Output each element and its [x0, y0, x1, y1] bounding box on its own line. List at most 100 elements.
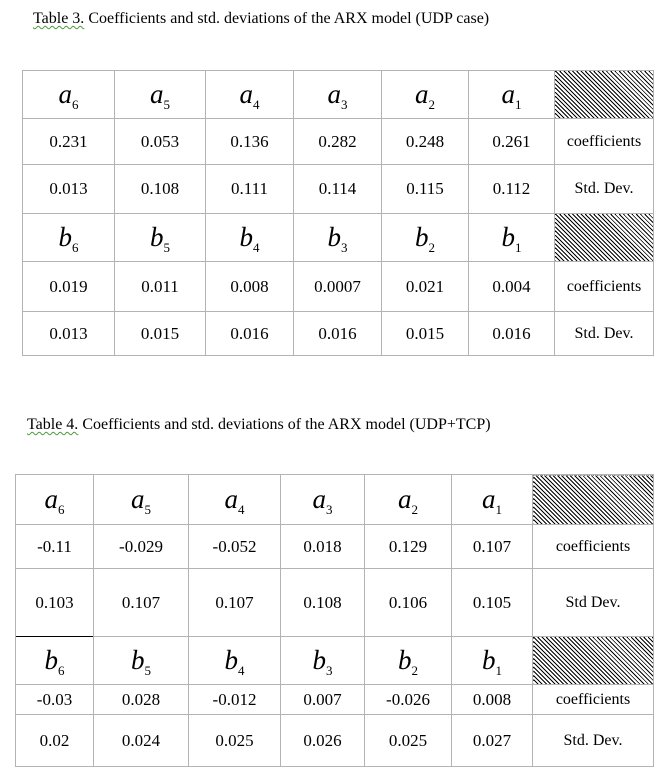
table-cell: 0.016	[468, 311, 555, 356]
coef-symbol-b5: b5	[114, 213, 206, 262]
table3: a6 a5 a4 a3 a2 a1 0.231 0.053 0.136 0.28…	[22, 70, 654, 356]
table-cell: 0.016	[293, 311, 382, 356]
table-cell: 0.107	[451, 524, 533, 569]
table3-b-coefficients-row: 0.019 0.011 0.008 0.0007 0.021 0.004 coe…	[22, 261, 654, 312]
table-cell: 0.004	[468, 261, 555, 312]
table-cell: 0.115	[381, 164, 469, 214]
table-cell: 0.021	[381, 261, 469, 312]
coef-symbol-a4: a4	[188, 474, 281, 525]
table4-a-header-row: a6 a5 a4 a3 a2 a1	[15, 474, 654, 525]
table-cell: 0.019	[22, 261, 115, 312]
table-cell: 0.105	[451, 568, 533, 637]
table-cell: 0.015	[381, 311, 469, 356]
hatched-cell	[532, 636, 654, 685]
coef-symbol-a3: a3	[293, 70, 382, 119]
coef-symbol-a5: a5	[93, 474, 189, 525]
row-label: coefficients	[532, 524, 654, 569]
coef-symbol-b2: b2	[364, 636, 452, 685]
table-cell: -0.029	[93, 524, 189, 569]
table-cell: 0.028	[93, 684, 189, 715]
table3-caption: Table 3. Coefficients and std. deviation…	[33, 10, 489, 28]
table-cell: -0.012	[188, 684, 281, 715]
coef-symbol-b3: b3	[280, 636, 365, 685]
table4: a6 a5 a4 a3 a2 a1 -0.11 -0.029 -0.052 0.…	[15, 474, 654, 767]
table-cell: 0.107	[93, 568, 189, 637]
coef-symbol-b2: b2	[381, 213, 469, 262]
coef-symbol-b3: b3	[293, 213, 382, 262]
coef-symbol-b6: b6	[22, 213, 115, 262]
row-label: coefficients	[554, 118, 654, 165]
table-cell: -0.11	[15, 524, 94, 569]
coef-symbol-a6: a6	[15, 474, 94, 525]
coef-symbol-b4: b4	[188, 636, 281, 685]
row-label: coefficients	[532, 684, 654, 715]
table3-a-header-row: a6 a5 a4 a3 a2 a1	[22, 70, 654, 119]
row-label: Std. Dev.	[532, 714, 654, 767]
coef-symbol-a5: a5	[114, 70, 206, 119]
table-cell: -0.052	[188, 524, 281, 569]
table4-caption-prefix: Table 4.	[27, 416, 79, 433]
table-cell: 0.015	[114, 311, 206, 356]
coef-symbol-a4: a4	[205, 70, 294, 119]
table4-a-coefficients-row: -0.11 -0.029 -0.052 0.018 0.129 0.107 co…	[15, 524, 654, 569]
table3-caption-text: Coefficients and std. deviations of the …	[84, 10, 490, 27]
table-cell: 0.282	[293, 118, 382, 165]
table4-b-header-row: b6 b5 b4 b3 b2 b1	[15, 636, 654, 685]
table-cell: 0.027	[451, 714, 533, 767]
coef-symbol-a3: a3	[280, 474, 365, 525]
coef-symbol-b6: b6	[15, 636, 94, 685]
table-cell: 0.016	[205, 311, 294, 356]
table-cell: 0.02	[15, 714, 94, 767]
table3-a-coefficients-row: 0.231 0.053 0.136 0.282 0.248 0.261 coef…	[22, 118, 654, 165]
row-label: Std. Dev.	[554, 164, 654, 214]
table3-b-header-row: b6 b5 b4 b3 b2 b1	[22, 213, 654, 262]
table4-caption: Table 4. Coefficients and std. deviation…	[27, 416, 491, 434]
hatched-cell	[532, 474, 654, 525]
coef-symbol-a1: a1	[468, 70, 555, 119]
table3-b-stddev-row: 0.013 0.015 0.016 0.016 0.015 0.016 Std.…	[22, 311, 654, 356]
table3-caption-prefix: Table 3.	[33, 10, 85, 27]
table-cell: -0.026	[364, 684, 452, 715]
coef-symbol-b1: b1	[451, 636, 533, 685]
table4-caption-text: Coefficients and std. deviations of the …	[78, 416, 491, 433]
table-cell: 0.107	[188, 568, 281, 637]
table-cell: 0.136	[205, 118, 294, 165]
table-cell: 0.053	[114, 118, 206, 165]
table-cell: 0.231	[22, 118, 115, 165]
table-cell: 0.261	[468, 118, 555, 165]
table-cell: 0.248	[381, 118, 469, 165]
table-cell: 0.025	[364, 714, 452, 767]
table-cell: 0.011	[114, 261, 206, 312]
table-cell: 0.024	[93, 714, 189, 767]
table4-a-stddev-row: 0.103 0.107 0.107 0.108 0.106 0.105 Std …	[15, 568, 654, 637]
table-cell: 0.008	[451, 684, 533, 715]
coef-symbol-b1: b1	[468, 213, 555, 262]
hatched-cell	[554, 70, 654, 119]
table-cell: 0.114	[293, 164, 382, 214]
table-cell: 0.106	[364, 568, 452, 637]
table-cell: -0.03	[15, 684, 94, 715]
row-label: coefficients	[554, 261, 654, 312]
coef-symbol-a2: a2	[381, 70, 469, 119]
table-cell: 0.108	[280, 568, 365, 637]
coef-symbol-b5: b5	[93, 636, 189, 685]
table-cell: 0.013	[22, 164, 115, 214]
table-cell: 0.108	[114, 164, 206, 214]
table-cell: 0.112	[468, 164, 555, 214]
coef-symbol-a2: a2	[364, 474, 452, 525]
table4-b-stddev-row: 0.02 0.024 0.025 0.026 0.025 0.027 Std. …	[15, 714, 654, 767]
row-label: Std. Dev.	[554, 311, 654, 356]
coef-symbol-a1: a1	[451, 474, 533, 525]
row-label: Std Dev.	[532, 568, 654, 637]
table-cell: 0.0007	[293, 261, 382, 312]
hatched-cell	[554, 213, 654, 262]
table-cell: 0.008	[205, 261, 294, 312]
table-cell: 0.025	[188, 714, 281, 767]
coef-symbol-a6: a6	[22, 70, 115, 119]
table-cell: 0.007	[280, 684, 365, 715]
table3-a-stddev-row: 0.013 0.108 0.111 0.114 0.115 0.112 Std.…	[22, 164, 654, 214]
table-cell: 0.018	[280, 524, 365, 569]
table-cell: 0.026	[280, 714, 365, 767]
coef-symbol-b4: b4	[205, 213, 294, 262]
table-cell: 0.013	[22, 311, 115, 356]
